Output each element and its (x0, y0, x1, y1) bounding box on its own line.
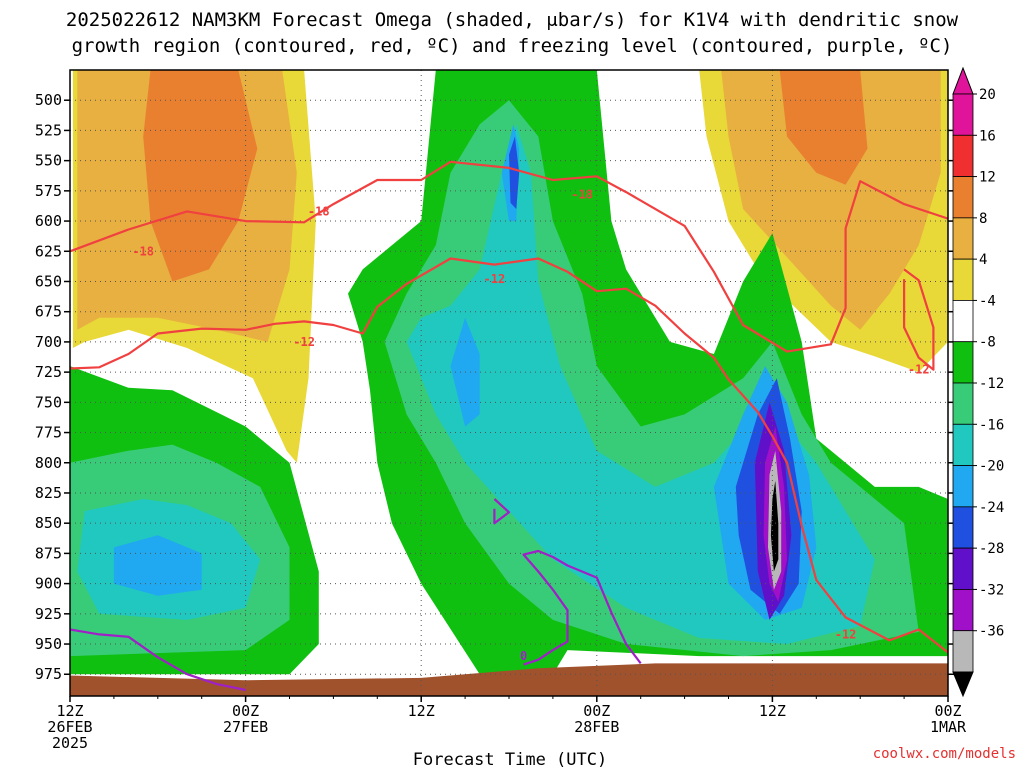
colorbar-swatch (952, 217, 974, 260)
colorbar-swatch (952, 258, 974, 301)
contour-label: -12 (835, 627, 857, 641)
y-tick-label: 750 (35, 393, 62, 411)
y-tick-label: 725 (35, 363, 62, 381)
x-tick-label: 00Z (583, 702, 610, 720)
colorbar-swatch (952, 423, 974, 466)
credit-text: coolwx.com/models (873, 746, 1016, 762)
colorbar-label: 20 (979, 87, 996, 103)
y-tick-label: 900 (35, 575, 62, 593)
colorbar-label: -32 (979, 582, 1004, 598)
y-tick-label: 875 (35, 544, 62, 562)
colorbar-label: -24 (979, 500, 1004, 516)
x-tick-label: 00Z (934, 702, 961, 720)
pressure-axis: 500 525 550 575 600 625 650 675 700 725 750 775 800 8… (35, 91, 954, 683)
y-tick-label: 825 (35, 484, 62, 502)
colorbar-swatch (952, 506, 974, 549)
contour-label: -12 (293, 335, 315, 349)
chart-title-line2: growth region (contoured, red, ºC) and f… (72, 35, 953, 57)
omega-neg16-left (113, 535, 202, 596)
colorbar-swatch (952, 382, 974, 425)
x-tick-label: 28FEB (574, 718, 619, 736)
y-tick-label: 950 (35, 635, 62, 653)
y-tick-label: 775 (35, 424, 62, 442)
y-tick-label: 925 (35, 605, 62, 623)
y-tick-label: 600 (35, 212, 62, 230)
colorbar: 20 16 12 8 4 -4 -8 -12 -16 -20 -24 -28 -32 -36 (952, 66, 1004, 698)
omega-pos12-right (779, 70, 868, 185)
x-tick-label: 12Z (408, 702, 435, 720)
y-tick-label: 500 (35, 91, 62, 109)
colorbar-label: 16 (979, 128, 996, 144)
x-tick-label: 1MAR (930, 718, 967, 736)
y-tick-label: 575 (35, 182, 62, 200)
contour-label: -12 (484, 272, 506, 286)
y-tick-label: 800 (35, 454, 62, 472)
colorbar-label: -36 (979, 624, 1004, 640)
colorbar-swatch (952, 589, 974, 632)
x-axis-title: Forecast Time (UTC) (413, 750, 607, 768)
contour-lines: -18 -18 -18 -12 -12 -12 -12 0 (70, 160, 948, 692)
colorbar-label: 12 (979, 170, 996, 186)
colorbar-swatch (952, 465, 974, 508)
colorbar-top-arrow (952, 66, 974, 95)
contour-dendritic_m12 (70, 257, 948, 654)
x-tick-label: 26FEB (47, 718, 92, 736)
chart-title-line1: 2025022612 NAM3KM Forecast Omega (shaded… (66, 9, 959, 31)
omega-pos12-left (143, 70, 258, 282)
contour-dendritic_m18 (70, 160, 948, 353)
terrain (70, 663, 948, 696)
colorbar-label: 8 (979, 211, 987, 227)
contour-dendritic_m12_loop (903, 268, 935, 371)
colorbar-swatch (952, 134, 974, 177)
omega-neg36-core (770, 480, 779, 572)
colorbar-swatch (952, 93, 974, 136)
y-tick-label: 625 (35, 242, 62, 260)
contour-freezing_0 (70, 628, 246, 692)
omega-shading (70, 70, 948, 696)
colorbar-label: 4 (979, 252, 987, 268)
y-tick-label: 525 (35, 121, 62, 139)
colorbar-swatch (952, 547, 974, 590)
colorbar-swatch (952, 630, 974, 673)
contour-label: -12 (908, 363, 930, 377)
omega-pos8-right (721, 70, 941, 330)
y-tick-label: 700 (35, 333, 62, 351)
contour-freezing_0b (522, 549, 642, 666)
y-tick-label: 550 (35, 152, 62, 170)
y-tick-label: 675 (35, 303, 62, 321)
contour-label: -18 (132, 244, 154, 258)
x-tick-label: 2025 (52, 734, 88, 752)
omega-neg20-top (509, 136, 520, 209)
x-tick-label: 12Z (759, 702, 786, 720)
x-tick-label: 12Z (56, 702, 83, 720)
colorbar-label: -20 (979, 459, 1004, 475)
y-tick-label: 650 (35, 272, 62, 290)
y-tick-label: 850 (35, 514, 62, 532)
y-tick-label: 975 (35, 665, 62, 683)
colorbar-label: -4 (979, 293, 996, 309)
contour-label: 0 (520, 649, 527, 663)
colorbar-swatch (952, 300, 974, 343)
contour-label: -18 (308, 204, 330, 218)
colorbar-label: -12 (979, 376, 1004, 392)
colorbar-bottom-arrow (952, 671, 974, 698)
x-tick-label: 00Z (232, 702, 259, 720)
colorbar-swatch (952, 341, 974, 384)
colorbar-label: -28 (979, 541, 1004, 557)
colorbar-label: -8 (979, 335, 996, 351)
omega-pos8-left2 (84, 100, 129, 234)
contour-label: -18 (571, 187, 593, 201)
contour-freezing_0c (493, 498, 511, 525)
x-tick-label: 27FEB (223, 718, 268, 736)
colorbar-swatch (952, 176, 974, 219)
colorbar-label: -16 (979, 417, 1004, 433)
